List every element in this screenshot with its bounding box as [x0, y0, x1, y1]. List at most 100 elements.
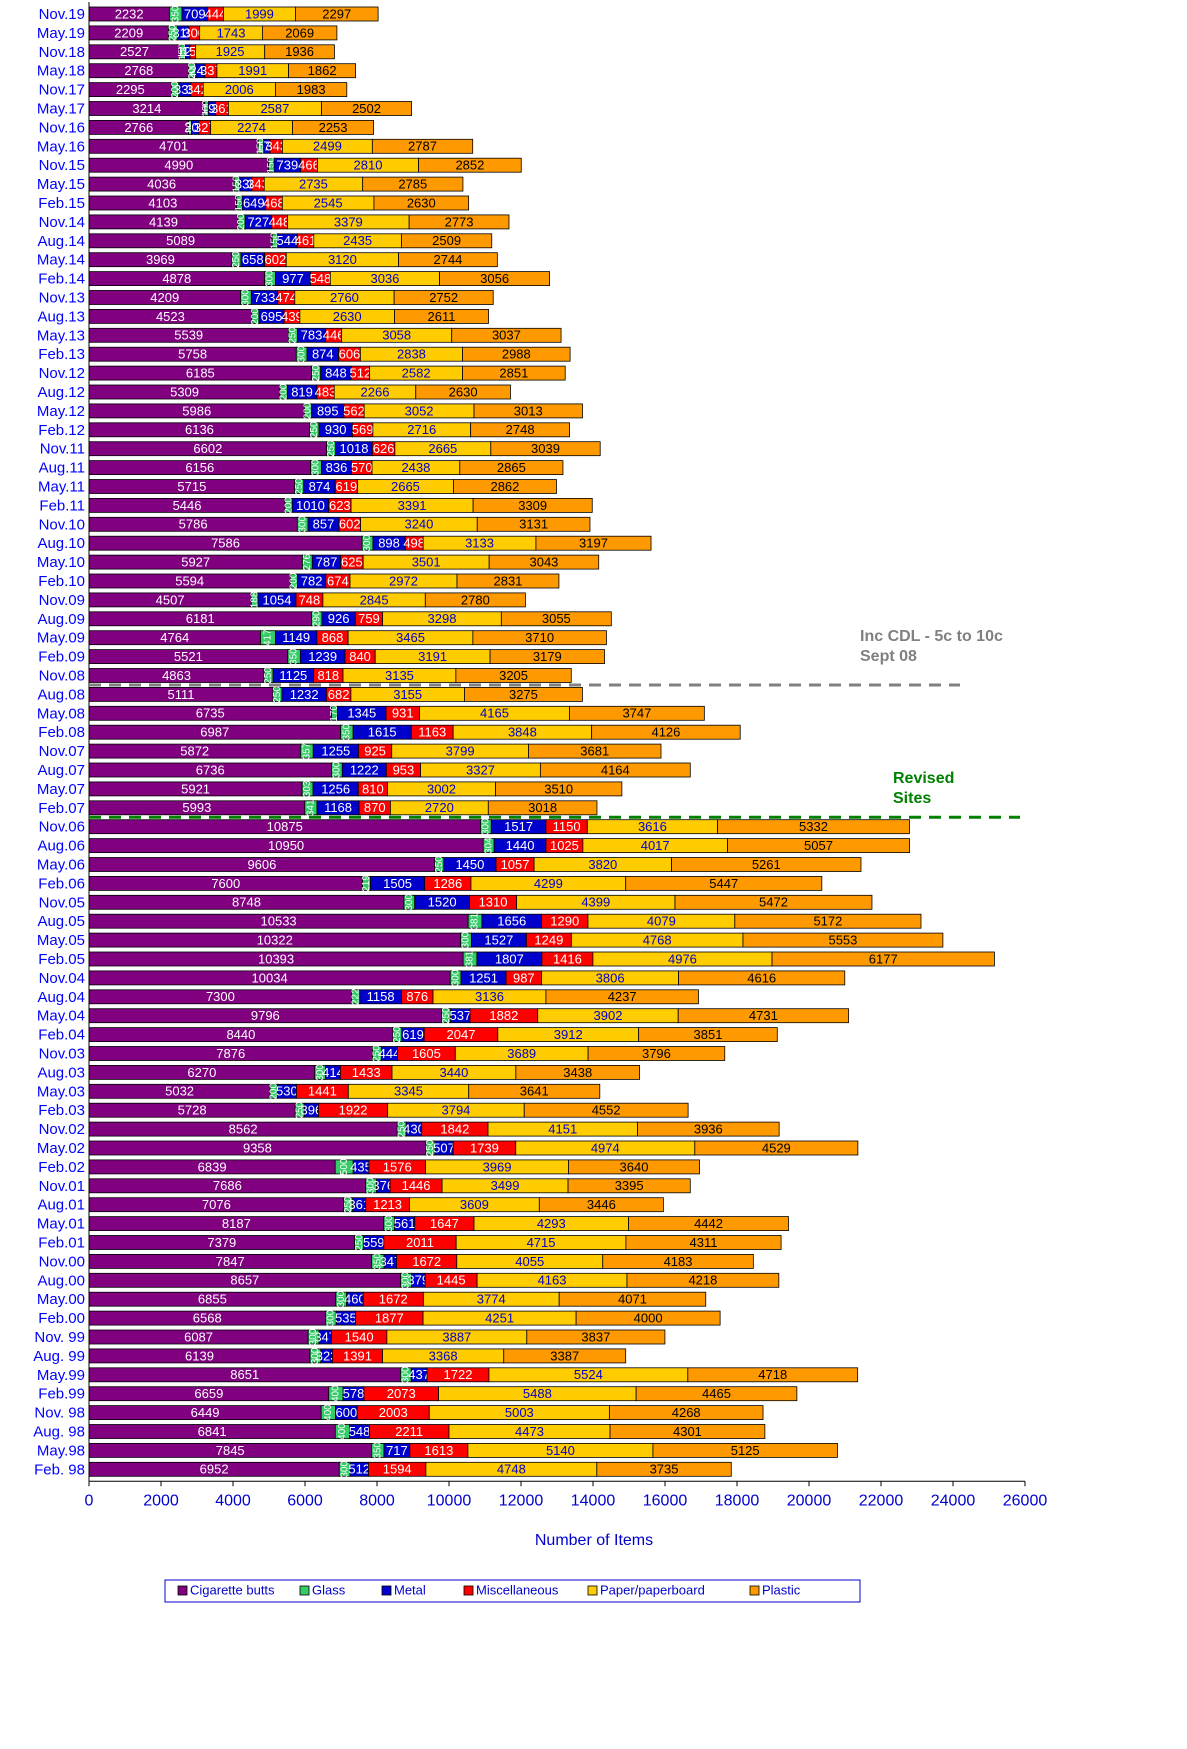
data-label: 250	[294, 1101, 305, 1118]
data-label: 3043	[529, 555, 558, 570]
data-label: 200	[268, 1083, 279, 1100]
data-label: 498	[403, 536, 425, 551]
data-label: 2587	[260, 101, 289, 116]
data-label: 1983	[297, 82, 326, 97]
data-label: 1149	[282, 630, 310, 645]
data-label: 357	[301, 742, 312, 759]
data-label: 2862	[490, 479, 519, 494]
bar-segment	[694, 1140, 859, 1156]
y-tick-label: Aug.05	[37, 913, 85, 930]
data-label: 1505	[383, 876, 412, 891]
data-label: 343	[265, 139, 287, 154]
data-label: 1232	[290, 687, 319, 702]
y-tick-label: Aug.00	[37, 1272, 85, 1289]
data-label: 1150	[553, 819, 581, 834]
data-label: 3191	[418, 649, 447, 664]
data-label: 1450	[455, 857, 484, 872]
data-label: 250	[309, 421, 320, 438]
data-label: 810	[362, 781, 384, 796]
data-label: 3616	[638, 819, 667, 834]
data-label: 7076	[202, 1197, 231, 1212]
data-label: 4465	[702, 1386, 731, 1401]
x-tick-label: 16000	[643, 1493, 688, 1510]
y-tick-label: May.07	[37, 781, 85, 798]
data-label: 3710	[525, 630, 554, 645]
data-label: 548	[349, 1424, 371, 1439]
bar-segment	[456, 573, 560, 589]
bar-segment	[545, 989, 699, 1005]
data-label: 3131	[519, 517, 548, 532]
data-label: 188	[249, 591, 260, 608]
data-label: 5758	[178, 347, 207, 362]
data-label: 3214	[132, 101, 161, 116]
data-label: 6659	[194, 1386, 223, 1401]
data-label: 474	[275, 290, 297, 305]
x-tick-label: 4000	[215, 1493, 251, 1510]
data-label: 4218	[688, 1273, 717, 1288]
data-label: 3155	[393, 687, 422, 702]
data-label: 200	[187, 62, 198, 79]
data-label: 3240	[404, 517, 433, 532]
data-label: 1163	[418, 725, 446, 740]
data-label: 512	[350, 366, 372, 381]
data-label: 7300	[206, 989, 235, 1004]
data-label: 250	[343, 1196, 354, 1213]
data-label: 341	[306, 799, 317, 816]
y-tick-label: May.05	[37, 932, 85, 949]
data-label: 5524	[574, 1367, 603, 1382]
bar-segment	[652, 1443, 838, 1458]
bar-segment	[439, 271, 551, 287]
y-tick-label: May.01	[37, 1216, 85, 1233]
data-label: 1922	[339, 1103, 368, 1118]
data-label: 200	[283, 497, 294, 514]
data-label: 3681	[580, 744, 609, 759]
data-label: 6185	[186, 366, 215, 381]
y-tick-label: Feb.15	[38, 195, 85, 212]
data-label: 1416	[553, 951, 582, 966]
data-label: 733	[254, 290, 276, 305]
data-label: 4731	[749, 1008, 778, 1023]
data-label: 3037	[492, 328, 521, 343]
legend-label: Cigarette butts	[190, 1582, 275, 1597]
data-label: 1125	[279, 668, 307, 683]
data-label: 3912	[554, 1027, 583, 1042]
data-label: 2716	[407, 422, 436, 437]
data-label: 1251	[469, 970, 498, 985]
data-label: 848	[325, 366, 347, 381]
data-label: 300	[384, 1215, 395, 1232]
data-label: 2253	[319, 120, 348, 135]
y-tick-label: Aug.12	[37, 384, 85, 401]
data-label: 7586	[211, 536, 240, 551]
x-tick-label: 0	[85, 1493, 94, 1510]
data-label: 4126	[651, 725, 680, 740]
y-tick-label: Aug.13	[37, 308, 85, 325]
data-label: 5472	[759, 895, 788, 910]
data-label: 4299	[534, 876, 563, 891]
bar-segment	[321, 101, 412, 116]
data-label: 3013	[514, 403, 543, 418]
x-tick-label: 8000	[359, 1493, 395, 1510]
y-tick-label: Nov.02	[39, 1121, 85, 1138]
data-label: 926	[328, 611, 350, 626]
data-label: 3735	[650, 1462, 679, 1477]
data-label: 342	[186, 82, 208, 97]
data-label: 4017	[641, 838, 670, 853]
data-label: 250	[294, 478, 305, 495]
y-tick-label: Aug.14	[37, 233, 85, 250]
data-label: 4715	[527, 1235, 556, 1250]
data-label: 250	[434, 856, 445, 873]
bar-segment	[264, 44, 335, 60]
y-tick-label: May.11	[38, 478, 85, 495]
data-label: 1054	[263, 592, 292, 607]
data-label: 512	[348, 1462, 370, 1477]
data-label: 530	[276, 1084, 298, 1099]
data-label: 2295	[116, 82, 145, 97]
x-tick-label: 20000	[787, 1493, 832, 1510]
data-label: 9606	[247, 857, 276, 872]
data-label: 300	[241, 289, 252, 306]
data-label: 4103	[148, 195, 177, 210]
data-label: 300	[461, 931, 472, 948]
data-label: 2232	[115, 6, 144, 21]
data-label: 4000	[634, 1311, 663, 1326]
data-label: 4293	[537, 1216, 566, 1231]
